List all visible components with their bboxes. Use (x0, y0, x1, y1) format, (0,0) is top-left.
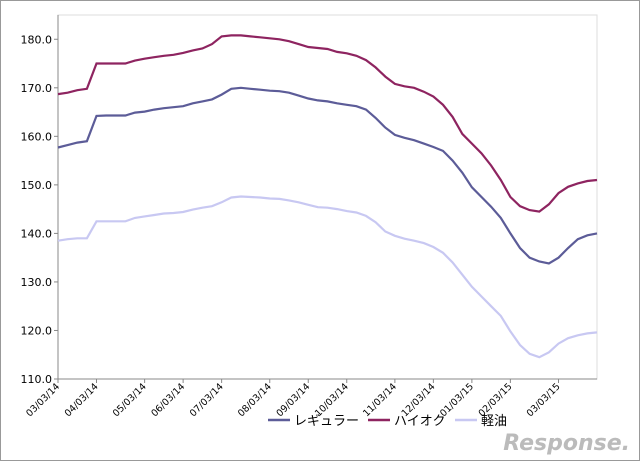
series-line (57, 195, 598, 359)
y-tick-label: 140.0 (21, 227, 53, 240)
y-tick-label: 160.0 (21, 130, 53, 143)
watermark: Response. (503, 431, 630, 456)
x-tick-label: 04/03/14 (63, 381, 101, 419)
x-tick-label: 08/03/14 (236, 381, 274, 419)
x-tick-label: 06/03/14 (149, 381, 187, 419)
y-tick-label: 150.0 (21, 179, 53, 192)
y-tick-label: 170.0 (21, 82, 53, 95)
plot-area (57, 14, 598, 380)
series-line (57, 86, 598, 265)
x-tick-label: 03/03/15 (525, 381, 563, 419)
y-tick-label: 180.0 (21, 33, 53, 46)
y-tick-label: 120.0 (21, 324, 53, 337)
legend-label: レギュラー (294, 414, 359, 429)
x-tick-label: 05/03/14 (111, 381, 149, 419)
series-line (57, 34, 598, 213)
legend-label: 軽油 (481, 414, 507, 429)
x-tick-label: 03/03/14 (24, 381, 62, 419)
y-tick-label: 130.0 (21, 276, 53, 289)
y-tick-label: 110.0 (21, 373, 53, 386)
x-tick-label: 07/03/14 (188, 381, 226, 419)
legend-label: ハイオク (394, 414, 445, 429)
